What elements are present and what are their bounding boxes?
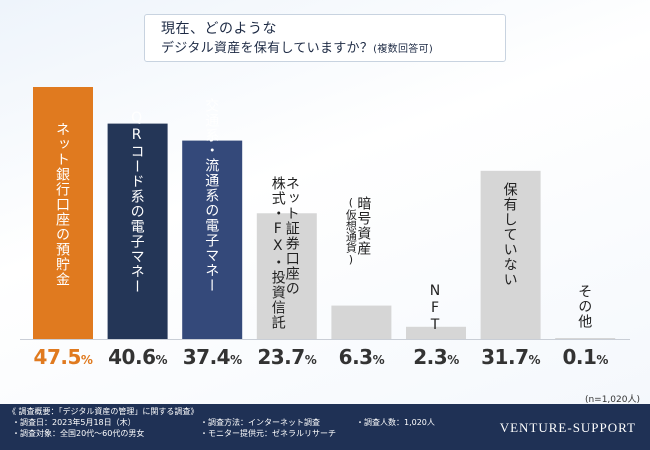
value-label: 31.7%: [476, 346, 546, 371]
category-label-line: NFT: [427, 283, 443, 334]
survey-provider: ・モニター提供元：ゼネラルリサーチ: [200, 429, 336, 438]
category-label: 暗号資産 (仮想通貨): [344, 196, 372, 266]
category-label-line: その他: [576, 284, 593, 329]
value-number: 23.7: [257, 345, 305, 369]
value-unit: %: [155, 353, 168, 367]
bar: [182, 140, 243, 339]
bar: [480, 170, 541, 339]
value-unit: %: [230, 353, 242, 367]
category-label-line: (仮想通貨): [344, 196, 358, 266]
category-label-line: ネット証券口座の: [283, 176, 300, 296]
value-unit: %: [80, 353, 93, 367]
chart-title-line2: デジタル資産を保有していますか？(複数回答可): [161, 39, 495, 59]
brand-logo-text: VENTURE-SUPPORT: [499, 420, 636, 435]
value-label: 40.6%: [103, 346, 173, 371]
survey-method: ・調査方法：インターネット調査: [200, 418, 320, 427]
value-number: 2.3: [413, 345, 448, 369]
survey-target: ・調査対象：全国20代～60代の男女: [12, 429, 145, 438]
category-label: 交通系・流通系の電子マネー: [203, 98, 220, 293]
category-label: その他: [576, 284, 593, 329]
value-number: 37.4: [182, 345, 231, 369]
value-label: 23.7%: [252, 346, 322, 371]
value-number: 6.3: [338, 345, 373, 369]
survey-title: 《 調査概要：「デジタル資産の管理」に関する調査》: [8, 407, 199, 416]
category-label-line: 交通系・流通系の電子マネー: [203, 98, 220, 293]
value-label: 47.5%: [28, 346, 98, 371]
value-unit: %: [447, 353, 459, 367]
chart-title-line1: 現在、どのような: [161, 21, 277, 37]
value-label: 37.4%: [177, 346, 247, 371]
category-label: 保有していない: [501, 182, 518, 287]
category-label-line: 暗号資産: [355, 196, 372, 256]
value-unit: %: [528, 353, 541, 367]
value-number: 31.7: [481, 345, 529, 369]
bar: [331, 305, 392, 339]
value-label: 6.3%: [326, 346, 396, 371]
value-number: 47.5: [33, 345, 82, 369]
category-label-line: ネット銀行口座の預貯金: [54, 122, 70, 287]
value-unit: %: [596, 353, 608, 367]
bar: [107, 123, 168, 339]
bar: [406, 326, 466, 339]
bar: [256, 213, 317, 339]
value-label: 0.1%: [550, 346, 620, 371]
value-unit: %: [304, 353, 317, 367]
category-label-line: 保有していない: [501, 182, 518, 287]
category-label-line: 株式・FX・投資信託: [269, 176, 286, 330]
category-label: NFT: [427, 283, 443, 334]
sample-size-note: (n=1,020人): [584, 395, 640, 405]
bar: [33, 87, 93, 339]
bar: [555, 338, 616, 339]
chart-title-note: (複数回答可): [373, 44, 434, 55]
category-label: ネット銀行口座の預貯金: [54, 122, 70, 287]
value-label: 2.3%: [401, 346, 471, 371]
survey-date: ・調査日：2023年5月18日（木）: [12, 418, 136, 427]
value-number: 0.1: [562, 345, 597, 369]
value-number: 40.6: [108, 345, 156, 369]
category-label-line: QRコード系の電子マネー: [128, 110, 145, 294]
chart-title-question: デジタル資産を保有していますか？: [161, 41, 374, 56]
category-label: ネット証券口座の 株式・FX・投資信託: [269, 176, 300, 330]
value-unit: %: [372, 353, 385, 367]
category-label: QRコード系の電子マネー: [128, 110, 145, 294]
survey-footer: 《 調査概要：「デジタル資産の管理」に関する調査》 ・調査日：2023年5月18…: [0, 404, 650, 450]
chart-title-box: 現在、どのような デジタル資産を保有していますか？(複数回答可): [144, 14, 506, 62]
survey-sample: ・調査人数：1,020人: [356, 418, 435, 427]
